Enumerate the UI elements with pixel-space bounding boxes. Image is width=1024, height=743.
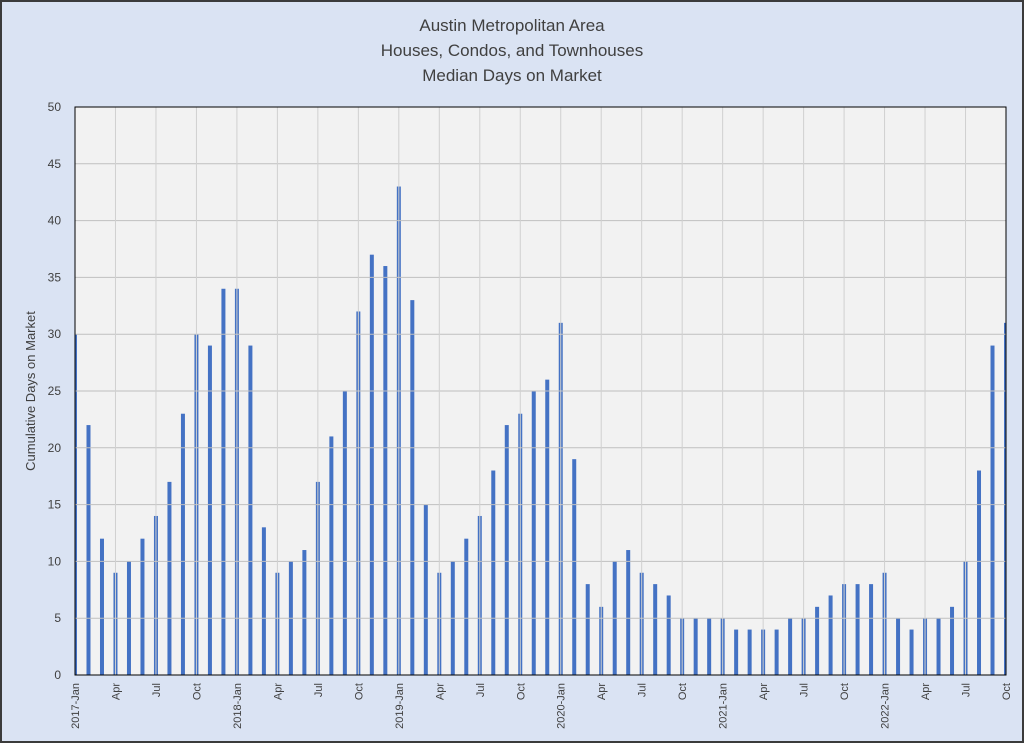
x-tick-label: Jul: [313, 683, 325, 697]
bar: [693, 618, 698, 675]
y-tick-label: 40: [48, 214, 62, 228]
bar: [950, 606, 955, 675]
y-tick-label: 35: [48, 270, 62, 284]
y-tick-label: 45: [48, 157, 62, 171]
x-tick-label: Oct: [839, 683, 851, 700]
bar: [531, 391, 536, 675]
bar: [828, 595, 833, 675]
bar: [410, 300, 415, 675]
bar: [774, 629, 779, 675]
y-tick-label: 25: [48, 384, 62, 398]
x-tick-label: Oct: [515, 683, 527, 700]
bar: [464, 538, 469, 675]
bar: [140, 538, 145, 675]
x-tick-label: Jul: [475, 683, 487, 697]
bar: [423, 504, 428, 675]
bar: [369, 254, 374, 675]
y-tick-label: 15: [48, 498, 62, 512]
x-tick-label: Jul: [637, 683, 649, 697]
x-tick-label: 2019-Jan: [394, 683, 406, 729]
x-tick-label: Apr: [920, 683, 932, 700]
bar: [99, 538, 104, 675]
x-tick-label: Apr: [596, 683, 608, 700]
bar: [909, 629, 914, 675]
x-tick-label: 2020-Jan: [556, 683, 568, 729]
bar: [653, 584, 658, 675]
y-tick-label: 50: [48, 100, 62, 114]
y-tick-label: 10: [48, 554, 62, 568]
chart-title: Austin Metropolitan Area: [419, 16, 605, 35]
x-tick-label: Oct: [677, 683, 689, 700]
bar: [221, 288, 226, 675]
bar: [815, 606, 820, 675]
x-tick-label: Apr: [110, 683, 122, 700]
bar: [207, 345, 212, 675]
chart-title: Houses, Condos, and Townhouses: [381, 41, 643, 60]
bar: [504, 425, 509, 675]
bar: [261, 527, 266, 675]
bar: [896, 618, 901, 675]
x-tick-label: Oct: [191, 683, 203, 700]
x-tick-label: 2022-Jan: [880, 683, 892, 729]
bar: [1004, 322, 1006, 675]
bar: [855, 584, 860, 675]
bar: [572, 459, 577, 675]
x-tick-label: Apr: [758, 683, 770, 700]
bar: [626, 550, 631, 675]
bar: [707, 618, 712, 675]
x-tick-label: Oct: [1001, 683, 1013, 700]
bar: [329, 436, 334, 675]
bar: [936, 618, 941, 675]
bar: [788, 618, 793, 675]
plot-border: [74, 106, 1007, 676]
bar: [734, 629, 739, 675]
bar: [342, 391, 347, 675]
y-tick-label: 0: [54, 668, 61, 682]
chart-title: Median Days on Market: [422, 66, 602, 85]
bar: [491, 470, 496, 675]
x-tick-label: Apr: [434, 683, 446, 700]
x-tick-label: Jul: [799, 683, 811, 697]
x-tick-label: 2021-Jan: [718, 683, 730, 729]
bar: [977, 470, 982, 675]
y-tick-label: 30: [48, 327, 62, 341]
bar: [180, 413, 185, 675]
x-tick-label: Apr: [272, 683, 284, 700]
bar: [86, 425, 91, 675]
bar: [585, 584, 590, 675]
bar: [666, 595, 671, 675]
x-tick-label: 2018-Jan: [232, 683, 244, 729]
y-tick-label: 5: [54, 611, 61, 625]
bar: [383, 266, 388, 675]
bar: [990, 345, 995, 675]
bar: [248, 345, 253, 675]
x-tick-label: 2017-Jan: [70, 683, 82, 729]
x-tick-label: Jul: [961, 683, 973, 697]
bar: [167, 481, 172, 675]
bar: [302, 550, 307, 675]
x-tick-label: Oct: [353, 683, 365, 700]
y-tick-label: 20: [48, 441, 62, 455]
bar: [747, 629, 752, 675]
y-axis-label: Cumulative Days on Market: [23, 311, 38, 471]
bar: [869, 584, 874, 675]
bar: [545, 379, 550, 675]
x-tick-label: Jul: [151, 683, 163, 697]
